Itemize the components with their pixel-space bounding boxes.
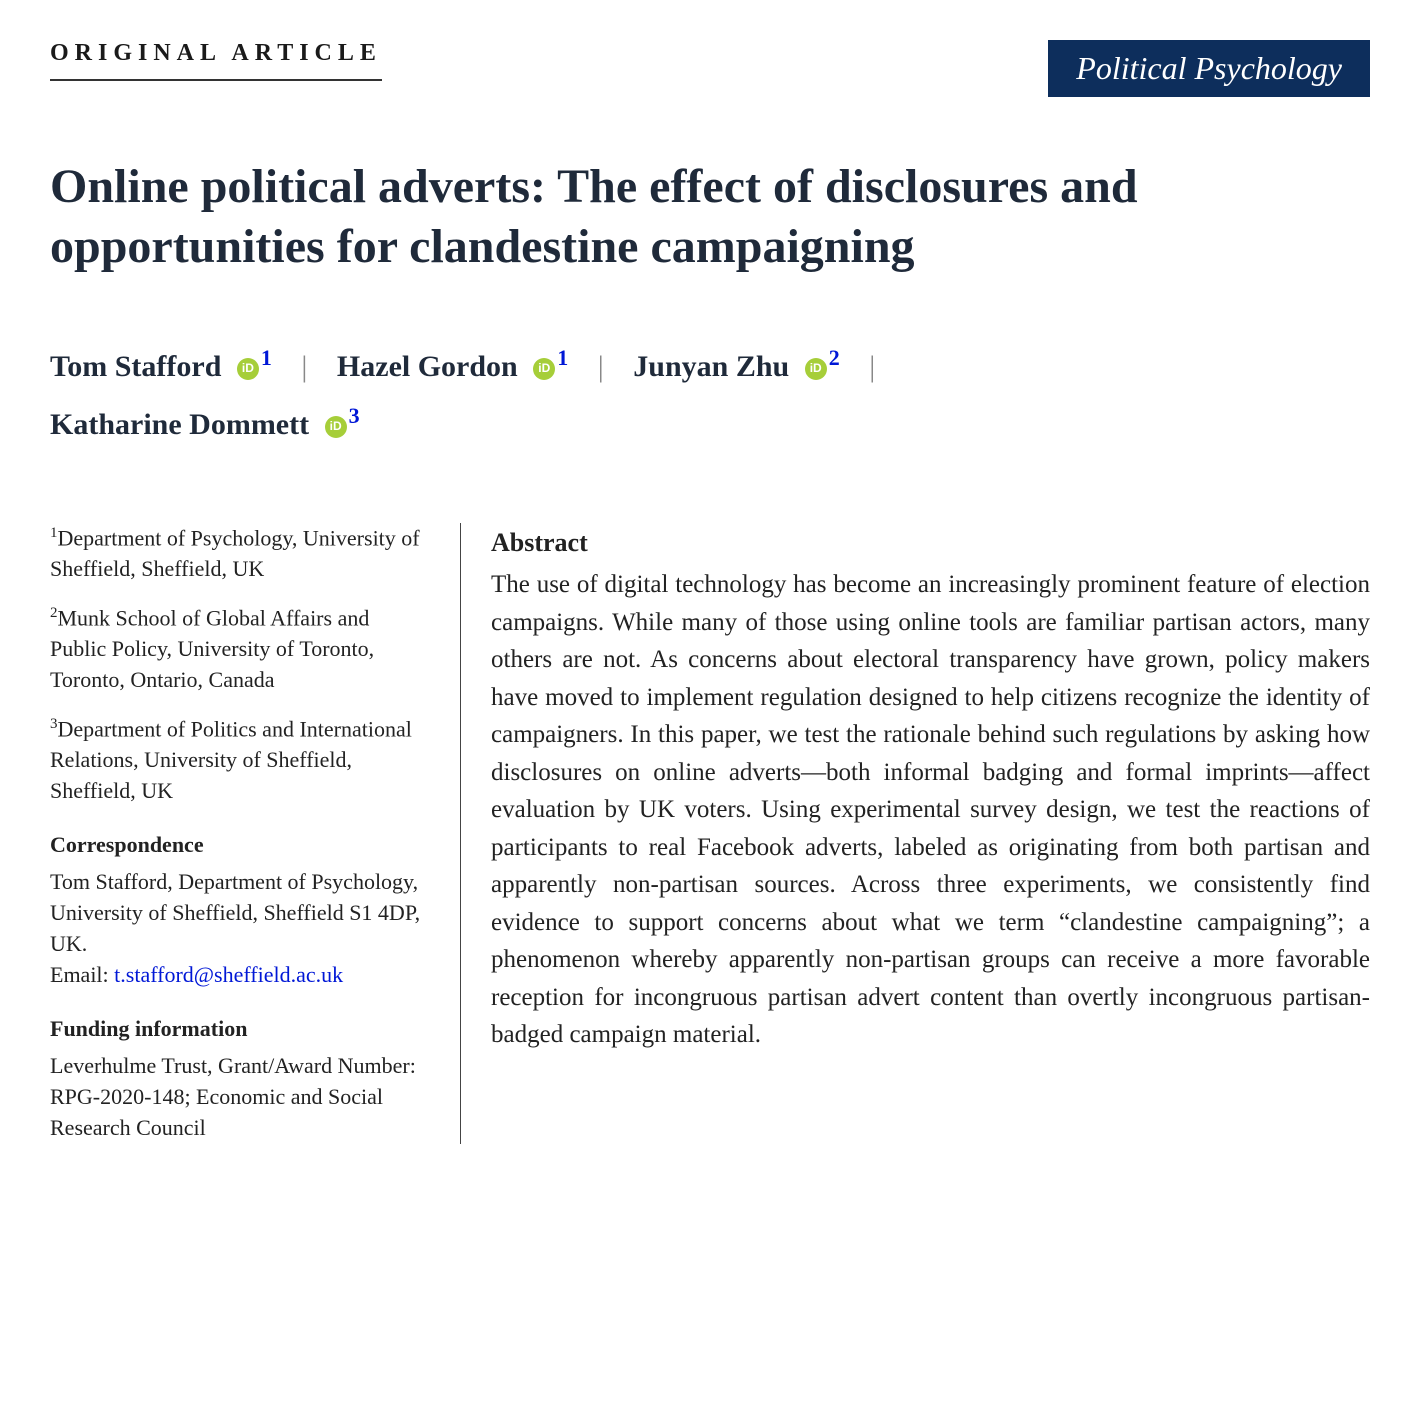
correspondence-heading: Correspondence bbox=[50, 830, 430, 861]
email-link[interactable]: t.stafford@sheffield.ac.uk bbox=[114, 962, 343, 987]
affiliation-text: Department of Psychology, University of … bbox=[50, 525, 420, 581]
header-row: ORIGINAL ARTICLE Political Psychology bbox=[50, 40, 1370, 97]
funding-heading: Funding information bbox=[50, 1014, 430, 1045]
affiliation-text: Department of Politics and International… bbox=[50, 716, 412, 803]
article-title: Online political adverts: The effect of … bbox=[50, 157, 1370, 277]
author-list: Tom Stafford 1 | Hazel Gordon 1 | Junyan… bbox=[50, 337, 1370, 453]
content-columns: 1Department of Psychology, University of… bbox=[50, 523, 1370, 1144]
affiliation-ref: 2 bbox=[829, 345, 840, 370]
author-separator: | bbox=[869, 350, 875, 383]
funding-text: Leverhulme Trust, Grant/Award Number: RP… bbox=[50, 1051, 430, 1143]
author-name: Hazel Gordon bbox=[337, 350, 518, 383]
affiliation-text: Munk School of Global Affairs and Public… bbox=[50, 605, 374, 692]
affiliation: 2Munk School of Global Affairs and Publi… bbox=[50, 603, 430, 696]
journal-badge: Political Psychology bbox=[1048, 40, 1370, 97]
author-name: Junyan Zhu bbox=[633, 350, 789, 383]
affiliation: 1Department of Psychology, University of… bbox=[50, 523, 430, 585]
affiliation-ref: 1 bbox=[261, 345, 272, 370]
metadata-column: 1Department of Psychology, University of… bbox=[50, 523, 460, 1144]
affiliation-ref: 3 bbox=[349, 403, 360, 428]
affiliation-number: 1 bbox=[50, 525, 58, 541]
affiliation-number: 3 bbox=[50, 716, 58, 732]
orcid-icon[interactable] bbox=[237, 358, 259, 380]
abstract-heading: Abstract bbox=[491, 523, 1370, 562]
affiliation-number: 2 bbox=[50, 605, 58, 621]
author-name: Katharine Dommett bbox=[50, 408, 309, 441]
author-separator: | bbox=[598, 350, 604, 383]
affiliation-ref: 1 bbox=[557, 345, 568, 370]
author-name: Tom Stafford bbox=[50, 350, 221, 383]
orcid-icon[interactable] bbox=[805, 358, 827, 380]
email-label: Email: bbox=[50, 962, 114, 987]
author-separator: | bbox=[301, 350, 307, 383]
orcid-icon[interactable] bbox=[325, 416, 347, 438]
correspondence-email-line: Email: t.stafford@sheffield.ac.uk bbox=[50, 960, 430, 991]
abstract-body: The use of digital technology has become… bbox=[491, 566, 1370, 1054]
abstract-column: Abstract The use of digital technology h… bbox=[491, 523, 1370, 1144]
column-divider bbox=[460, 523, 461, 1144]
article-type-label: ORIGINAL ARTICLE bbox=[50, 40, 382, 81]
correspondence-text: Tom Stafford, Department of Psychology, … bbox=[50, 867, 430, 959]
affiliation: 3Department of Politics and Internationa… bbox=[50, 714, 430, 807]
orcid-icon[interactable] bbox=[533, 358, 555, 380]
